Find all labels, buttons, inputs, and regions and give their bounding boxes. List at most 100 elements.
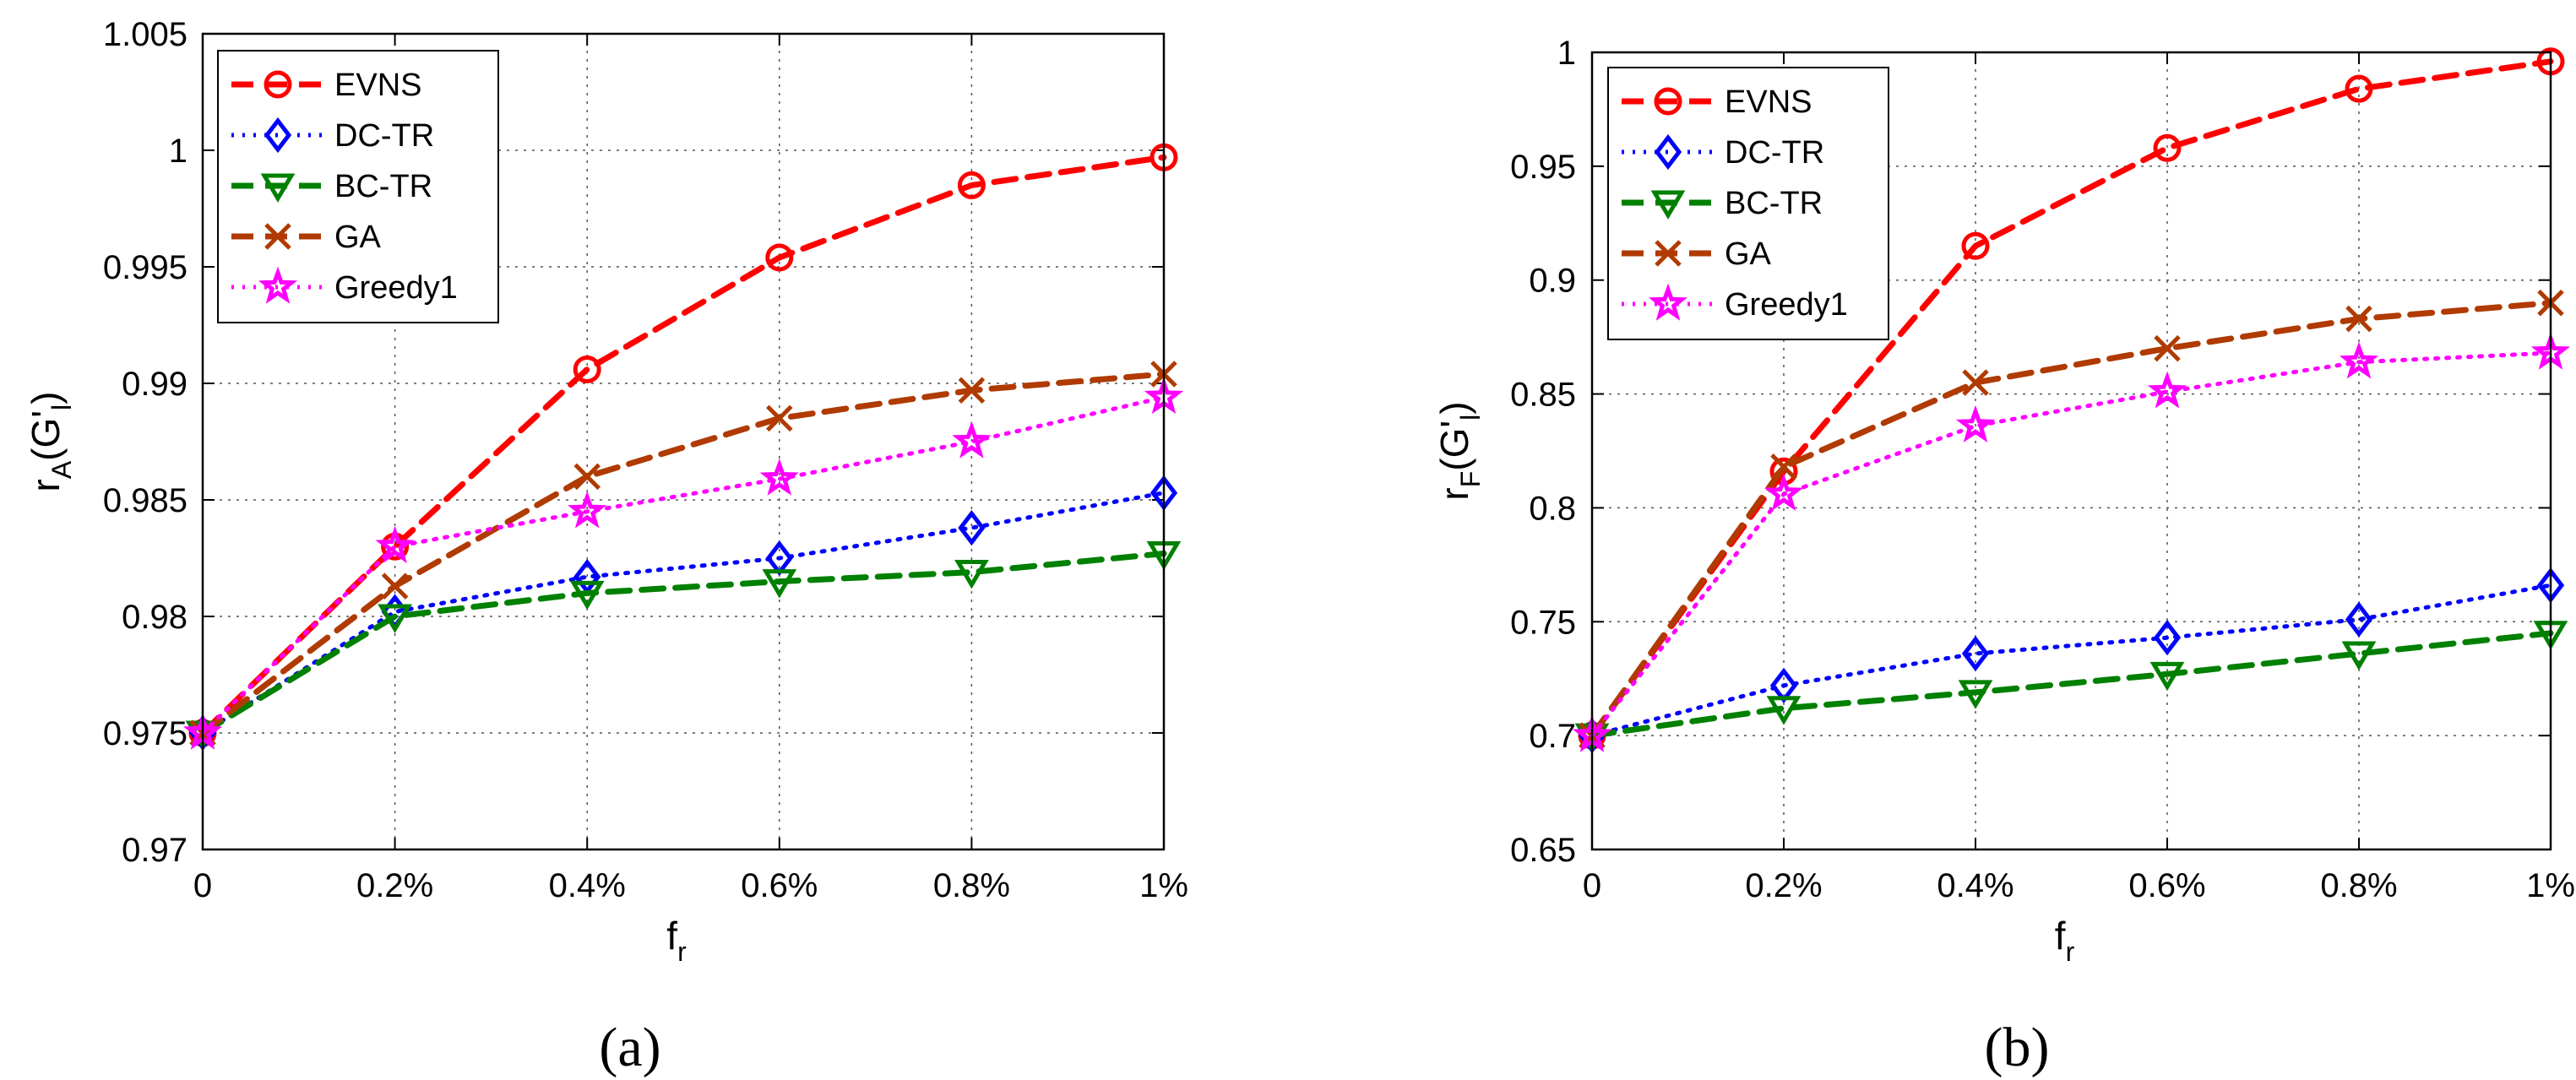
y-tick-label: 0.75 bbox=[1510, 604, 1576, 641]
legend: EVNS DC-TR BC-TR GA Greedy1 bbox=[217, 50, 499, 323]
panel-label: (b) bbox=[1985, 1017, 2050, 1078]
data-point bbox=[1961, 231, 1990, 260]
chart-panel-a: 0.97 0.975 0.98 0.985 0.99 0.995 1 1.005 0 0.2% 0.… bbox=[24, 16, 1188, 1078]
y-axis-label: rF(G'l) bbox=[1432, 401, 1486, 500]
data-point bbox=[1958, 680, 1993, 709]
data-point bbox=[568, 491, 607, 529]
x-tick-label: 1% bbox=[1139, 867, 1188, 904]
data-point bbox=[1764, 473, 1804, 511]
legend-entry: EVNS bbox=[1622, 84, 1812, 120]
legend-box bbox=[1607, 67, 1889, 340]
data-point bbox=[375, 525, 415, 563]
legend-marker bbox=[264, 223, 291, 250]
data-point bbox=[954, 560, 989, 589]
data-point bbox=[2154, 334, 2181, 362]
x-tick-label: 0.4% bbox=[1937, 867, 2014, 904]
legend-marker bbox=[258, 266, 298, 304]
legend-entry: DC-TR bbox=[1622, 133, 1824, 171]
data-point bbox=[2345, 74, 2373, 103]
axes-frame bbox=[1590, 51, 2552, 851]
data-point bbox=[1962, 369, 1989, 396]
legend-label: DC-TR bbox=[334, 118, 434, 154]
data-point bbox=[1961, 635, 1990, 672]
data-point bbox=[2153, 620, 2182, 656]
data-point bbox=[573, 355, 601, 383]
series-greedy1 bbox=[182, 377, 1184, 750]
series-line bbox=[1590, 583, 2553, 738]
x-tick-label: 1% bbox=[2526, 867, 2575, 904]
x-tick-label: 0.8% bbox=[933, 867, 1010, 904]
series-ga bbox=[189, 361, 1177, 746]
data-point bbox=[2153, 133, 2182, 162]
data-point bbox=[1955, 404, 1996, 443]
data-point bbox=[765, 243, 794, 272]
legend-marker bbox=[264, 70, 292, 99]
x-tick-label: 0.8% bbox=[2320, 867, 2397, 904]
data-point bbox=[569, 580, 605, 611]
legend-marker bbox=[1648, 283, 1688, 321]
legend-marker bbox=[264, 117, 292, 154]
legend-entry: DC-TR bbox=[231, 117, 434, 154]
x-tick-label: 0 bbox=[1583, 867, 1601, 904]
data-point bbox=[381, 573, 409, 600]
data-point bbox=[2149, 661, 2185, 692]
y-tick-label: 0.65 bbox=[1510, 832, 1576, 869]
legend-label: BC-TR bbox=[334, 169, 432, 204]
x-tick-label: 0.2% bbox=[356, 867, 433, 904]
data-point bbox=[759, 458, 799, 496]
y-tick-label: 0.99 bbox=[122, 366, 187, 403]
legend-label: GA bbox=[334, 220, 382, 255]
series-line bbox=[200, 395, 1166, 735]
series-line bbox=[1590, 350, 2553, 738]
data-point bbox=[2341, 641, 2377, 670]
x-tick-label: 0.6% bbox=[2128, 867, 2205, 904]
legend-marker bbox=[1650, 190, 1686, 220]
legend-label: Greedy1 bbox=[334, 270, 458, 306]
legend-entry: GA bbox=[231, 220, 382, 255]
series-line bbox=[199, 551, 1167, 736]
legend-entry: BC-TR bbox=[1622, 186, 1823, 221]
x-axis-label: fr bbox=[2055, 914, 2075, 967]
data-point bbox=[2339, 341, 2379, 379]
legend-entry: BC-TR bbox=[231, 169, 432, 204]
data-point bbox=[958, 377, 986, 404]
series-line bbox=[1589, 630, 2554, 739]
y-tick-label: 0.97 bbox=[122, 832, 187, 869]
x-tick-label: 0.4% bbox=[549, 867, 626, 904]
data-point bbox=[762, 569, 797, 599]
data-point bbox=[573, 463, 601, 491]
legend-label: DC-TR bbox=[1725, 135, 1824, 171]
legend: EVNS DC-TR BC-TR GA Greedy1 bbox=[1607, 67, 1889, 340]
y-tick-label: 0.85 bbox=[1510, 377, 1576, 414]
x-axis-label: fr bbox=[666, 914, 687, 967]
y-tick-label: 0.985 bbox=[103, 482, 187, 519]
y-tick-label: 0.7 bbox=[1529, 718, 1576, 755]
legend-marker bbox=[260, 173, 296, 203]
data-point bbox=[766, 404, 793, 432]
legend-entry: GA bbox=[1622, 236, 1772, 272]
legend-entry: Greedy1 bbox=[231, 266, 458, 306]
legend-label: Greedy1 bbox=[1725, 287, 1848, 323]
data-point bbox=[378, 604, 412, 633]
legend-label: EVNS bbox=[334, 68, 421, 103]
data-point bbox=[2345, 601, 2373, 638]
legend-label: BC-TR bbox=[1725, 186, 1823, 221]
legend-marker bbox=[1655, 240, 1682, 267]
y-tick-label: 0.9 bbox=[1529, 263, 1576, 300]
legend-box bbox=[217, 50, 499, 323]
legend-marker bbox=[1654, 133, 1682, 171]
series-line bbox=[199, 371, 1167, 736]
x-tick-label: 0.2% bbox=[1745, 867, 1822, 904]
legend-label: EVNS bbox=[1725, 84, 1812, 120]
y-axis-label: rA(G'l) bbox=[24, 392, 77, 492]
data-point bbox=[1766, 696, 1802, 725]
y-tick-label: 0.95 bbox=[1510, 149, 1576, 186]
x-tick-label: 0 bbox=[193, 867, 212, 904]
series-line bbox=[200, 491, 1166, 735]
legend-entry: Greedy1 bbox=[1622, 283, 1848, 323]
chart-panel-b: 0.65 0.7 0.75 0.8 0.85 0.9 0.95 1 0 0.2% 0.4% 0.6% 0… bbox=[1432, 35, 2575, 1078]
panel-label: (a) bbox=[599, 1017, 660, 1078]
y-tick-label: 1.005 bbox=[103, 16, 187, 53]
y-tick-label: 1 bbox=[1557, 35, 1576, 72]
